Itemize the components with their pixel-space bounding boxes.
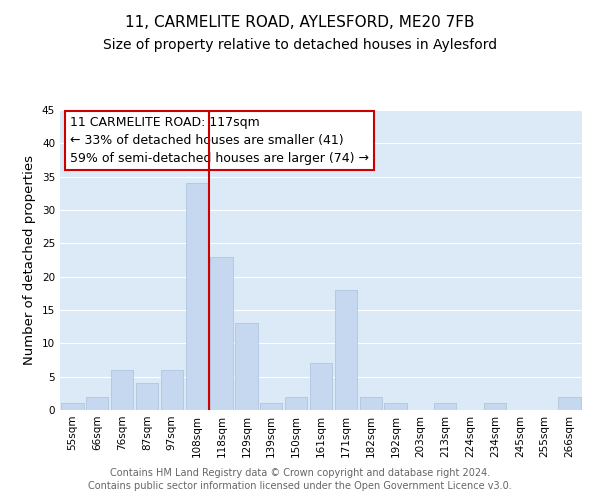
- Text: Size of property relative to detached houses in Aylesford: Size of property relative to detached ho…: [103, 38, 497, 52]
- Bar: [559, 396, 581, 410]
- Bar: [211, 256, 233, 410]
- Bar: [484, 404, 506, 410]
- Bar: [359, 396, 382, 410]
- Text: Contains public sector information licensed under the Open Government Licence v3: Contains public sector information licen…: [88, 481, 512, 491]
- Bar: [185, 184, 208, 410]
- Text: Contains HM Land Registry data © Crown copyright and database right 2024.: Contains HM Land Registry data © Crown c…: [110, 468, 490, 477]
- Bar: [111, 370, 133, 410]
- Text: 11 CARMELITE ROAD: 117sqm
← 33% of detached houses are smaller (41)
59% of semi-: 11 CARMELITE ROAD: 117sqm ← 33% of detac…: [70, 116, 370, 165]
- Bar: [86, 396, 109, 410]
- Bar: [161, 370, 183, 410]
- Bar: [61, 404, 83, 410]
- Bar: [385, 404, 407, 410]
- Bar: [260, 404, 283, 410]
- Bar: [434, 404, 457, 410]
- Bar: [136, 384, 158, 410]
- Bar: [310, 364, 332, 410]
- Bar: [335, 290, 357, 410]
- Bar: [285, 396, 307, 410]
- Bar: [235, 324, 257, 410]
- Y-axis label: Number of detached properties: Number of detached properties: [23, 155, 37, 365]
- Text: 11, CARMELITE ROAD, AYLESFORD, ME20 7FB: 11, CARMELITE ROAD, AYLESFORD, ME20 7FB: [125, 15, 475, 30]
